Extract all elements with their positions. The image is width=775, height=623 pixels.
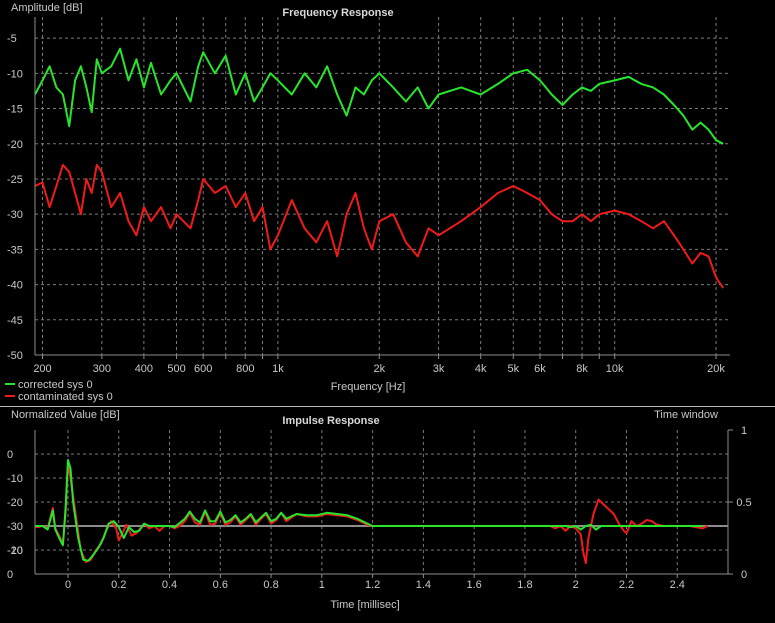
frequency-response-ytick-label: -45	[7, 315, 23, 327]
frequency-response-xtick-label: 1k	[272, 363, 284, 375]
frequency-response-ytick-label: -30	[7, 209, 23, 221]
frequency-response-xtick-label: 3k	[433, 363, 445, 375]
impulse-response-xtick-label: 0.8	[263, 579, 278, 591]
frequency-response-ytick-label: -40	[7, 280, 23, 292]
frequency-response-xtick-label: 20k	[707, 363, 725, 375]
impulse-response-ytick-label: 0	[7, 569, 13, 581]
frequency-response-xtick-label: 10k	[606, 363, 624, 375]
impulse-response-xtick-label: 0	[65, 579, 71, 591]
frequency-response-ytick-label: -10	[7, 68, 23, 80]
impulse-response-xtick-label: 1.8	[517, 579, 532, 591]
legend-item-corrected: corrected sys 0	[5, 379, 93, 391]
frequency-response-ytick-label: -50	[7, 350, 23, 362]
impulse-response-xtick-label: 2.2	[619, 579, 634, 591]
time-window-tick-label: 0.5	[736, 497, 751, 509]
legend: corrected sys 0 contaminated sys 0	[5, 379, 113, 403]
frequency-response-xtick-label: 600	[194, 363, 212, 375]
time-window-tick-label: 1	[741, 425, 747, 437]
impulse-response-xtick-label: 2.4	[670, 579, 685, 591]
frequency-response-ytick-label: -35	[7, 244, 23, 256]
frequency-response-ytick-label: -25	[7, 174, 23, 186]
time-window-label: Time window	[654, 409, 718, 421]
frequency-response-xtick-label: 800	[236, 363, 254, 375]
frequency-response-ticks: -5 -10 -15 -20 -25 -30 -35 -40 -45 -50 200 300 400 50…	[7, 33, 725, 375]
impulse-response-ylabel: Normalized Value [dB]	[11, 409, 120, 421]
frequency-response-title: Frequency Response	[282, 7, 393, 19]
impulse-response-title: Impulse Response	[282, 415, 379, 427]
impulse-response-ytick-label: -20	[7, 545, 23, 557]
frequency-response-series	[34, 47, 725, 289]
frequency-response-ytick-label: -5	[7, 33, 17, 45]
frequency-response-xtick-label: 200	[33, 363, 51, 375]
impulse-response-xtick-label: 0.4	[162, 579, 177, 591]
legend-item-contaminated: contaminated sys 0	[5, 391, 113, 403]
frequency-response-ylabel: Amplitude [dB]	[11, 2, 83, 14]
impulse-response-ytick-label: 0	[7, 449, 13, 461]
frequency-response-grid	[35, 17, 730, 355]
frequency-response-xtick-label: 5k	[507, 363, 519, 375]
impulse-response-xtick-label: 0.6	[213, 579, 228, 591]
frequency-response-xtick-label: 300	[93, 363, 111, 375]
impulse-response-xtick-label: 0.2	[111, 579, 126, 591]
impulse-response-ytick-label: -20	[7, 497, 23, 509]
impulse-response-ytick-label: -10	[7, 545, 23, 557]
frequency-response-ytick-label: -15	[7, 104, 23, 116]
frequency-response-line-contaminated	[34, 163, 725, 289]
frequency-response-chart: Frequency Response Amplitude [dB] Freque…	[7, 2, 730, 393]
frequency-response-xtick-label: 4k	[475, 363, 487, 375]
frequency-response-xlabel: Frequency [Hz]	[331, 381, 406, 393]
frequency-response-line-corrected	[34, 47, 724, 145]
impulse-response-line-corrected	[35, 459, 703, 562]
frequency-response-xtick-label: 8k	[576, 363, 588, 375]
frequency-response-ytick-label: -20	[7, 139, 23, 151]
legend-label-contaminated: contaminated sys 0	[18, 391, 113, 403]
impulse-response-chart: Impulse Response Normalized Value [dB] T…	[7, 409, 752, 611]
impulse-response-xlabel: Time [millisec]	[330, 599, 399, 611]
impulse-response-xtick-label: 1.4	[416, 579, 431, 591]
frequency-response-xtick-label: 6k	[534, 363, 546, 375]
impulse-response-ytick-label: -30	[7, 521, 23, 533]
impulse-response-xtick-label: 1.6	[467, 579, 482, 591]
frequency-response-xtick-label: 400	[135, 363, 153, 375]
frequency-response-xtick-label: 2k	[373, 363, 385, 375]
frequency-response-xtick-label: 500	[167, 363, 185, 375]
impulse-response-xtick-label: 1	[319, 579, 325, 591]
impulse-response-xtick-label: 1.2	[365, 579, 380, 591]
impulse-response-ytick-label: -10	[7, 473, 23, 485]
time-window-tick-label: 0	[741, 569, 747, 581]
impulse-response-series	[34, 459, 709, 565]
impulse-response-xtick-label: 2	[573, 579, 579, 591]
legend-label-corrected: corrected sys 0	[18, 379, 93, 391]
